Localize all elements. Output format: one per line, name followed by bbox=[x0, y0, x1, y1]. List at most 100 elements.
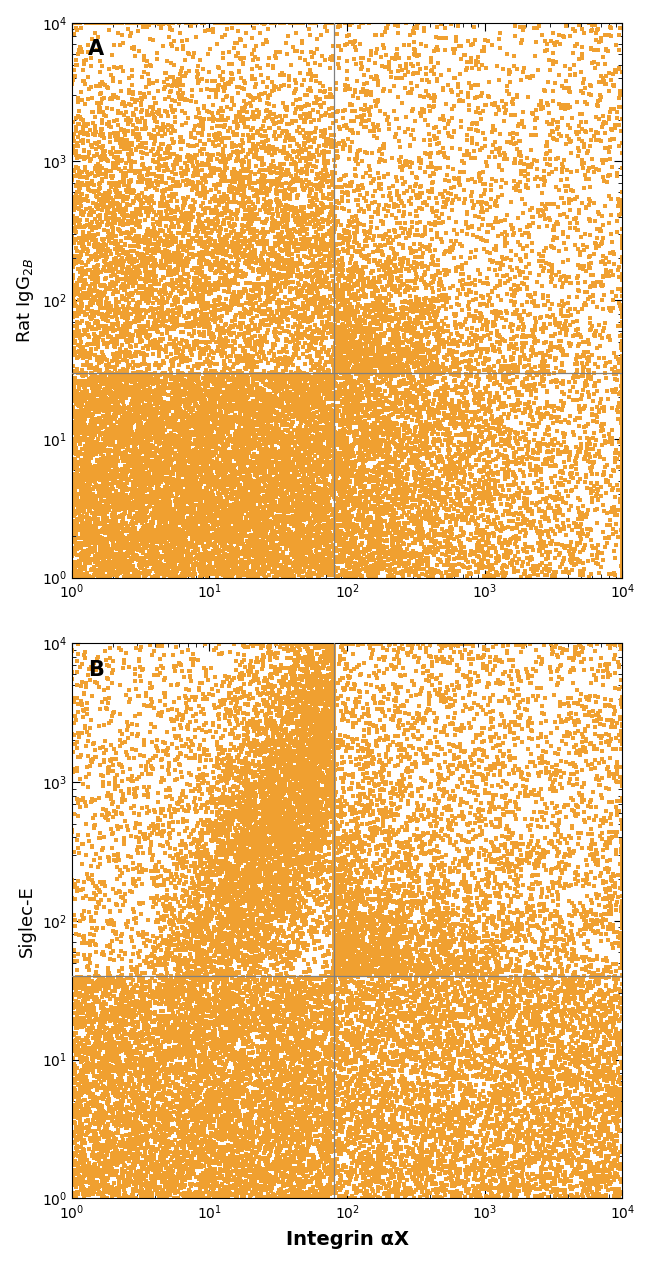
Point bbox=[259, 828, 269, 848]
Point bbox=[218, 972, 228, 992]
Point bbox=[421, 1097, 432, 1117]
Point bbox=[322, 769, 332, 789]
Point bbox=[434, 929, 445, 949]
Point bbox=[359, 956, 370, 976]
Point bbox=[393, 48, 404, 68]
Point bbox=[335, 234, 345, 254]
Point bbox=[313, 499, 323, 520]
Point bbox=[101, 465, 112, 485]
Point bbox=[328, 760, 339, 780]
Point bbox=[76, 994, 86, 1014]
Point bbox=[310, 981, 320, 1001]
Point bbox=[283, 755, 294, 775]
Point bbox=[272, 744, 282, 765]
Point bbox=[214, 216, 225, 236]
Point bbox=[328, 717, 339, 737]
Point bbox=[379, 1158, 389, 1178]
Point bbox=[370, 235, 380, 255]
Point bbox=[237, 349, 248, 369]
Point bbox=[324, 857, 334, 877]
Point bbox=[75, 289, 86, 310]
Point bbox=[80, 1181, 90, 1201]
Point bbox=[536, 713, 546, 733]
Point bbox=[187, 479, 197, 499]
Point bbox=[519, 809, 530, 829]
Point bbox=[307, 707, 318, 727]
Point bbox=[382, 881, 393, 901]
Point bbox=[250, 464, 261, 484]
Point bbox=[617, 413, 627, 434]
Point bbox=[328, 846, 339, 866]
Point bbox=[92, 891, 103, 911]
Point bbox=[573, 1031, 584, 1052]
Point bbox=[162, 1153, 172, 1173]
Point bbox=[263, 1117, 274, 1138]
Point bbox=[432, 413, 442, 434]
Point bbox=[328, 688, 339, 708]
Point bbox=[95, 147, 105, 167]
Point bbox=[164, 887, 174, 908]
Point bbox=[233, 902, 243, 923]
Point bbox=[124, 144, 134, 164]
Point bbox=[281, 834, 291, 854]
Point bbox=[93, 521, 103, 541]
Point bbox=[548, 43, 558, 63]
Point bbox=[97, 532, 107, 552]
Point bbox=[214, 446, 224, 466]
Point bbox=[182, 492, 192, 512]
Point bbox=[122, 1055, 132, 1076]
Point bbox=[135, 478, 146, 498]
Point bbox=[328, 686, 339, 707]
Point bbox=[231, 856, 241, 876]
Point bbox=[488, 95, 499, 115]
Point bbox=[174, 478, 184, 498]
Point bbox=[249, 458, 259, 478]
Point bbox=[258, 1040, 268, 1060]
Point bbox=[254, 819, 264, 839]
Point bbox=[390, 858, 400, 878]
Point bbox=[348, 34, 359, 54]
Point bbox=[232, 516, 242, 536]
Point bbox=[274, 1134, 284, 1154]
Point bbox=[182, 852, 192, 872]
Point bbox=[421, 1148, 432, 1168]
Point bbox=[422, 750, 432, 770]
Point bbox=[94, 1034, 104, 1054]
Point bbox=[164, 221, 174, 241]
Point bbox=[586, 890, 596, 910]
Point bbox=[157, 372, 168, 392]
Point bbox=[159, 1100, 169, 1120]
Point bbox=[454, 1159, 465, 1179]
Point bbox=[244, 805, 254, 825]
Point bbox=[81, 547, 91, 568]
Point bbox=[564, 704, 575, 724]
Point bbox=[180, 688, 190, 708]
Point bbox=[313, 517, 323, 537]
Point bbox=[320, 1036, 331, 1057]
Point bbox=[517, 341, 527, 362]
Point bbox=[276, 1116, 286, 1136]
Point bbox=[118, 1038, 129, 1058]
Point bbox=[196, 1031, 206, 1052]
Point bbox=[456, 425, 467, 445]
Point bbox=[71, 1177, 81, 1197]
Point bbox=[594, 399, 604, 420]
Point bbox=[153, 334, 164, 354]
Point bbox=[227, 758, 238, 779]
Point bbox=[93, 334, 103, 354]
Point bbox=[213, 526, 224, 546]
Point bbox=[417, 268, 427, 288]
Point bbox=[280, 499, 291, 520]
Point bbox=[326, 811, 337, 832]
Point bbox=[119, 375, 129, 396]
Point bbox=[207, 1134, 218, 1154]
Point bbox=[616, 1105, 626, 1125]
Point bbox=[248, 1168, 259, 1188]
Point bbox=[528, 514, 538, 535]
Point bbox=[508, 511, 519, 531]
Point bbox=[551, 533, 562, 554]
Point bbox=[78, 416, 88, 436]
Point bbox=[209, 431, 219, 451]
Point bbox=[205, 969, 215, 990]
Point bbox=[128, 978, 138, 999]
